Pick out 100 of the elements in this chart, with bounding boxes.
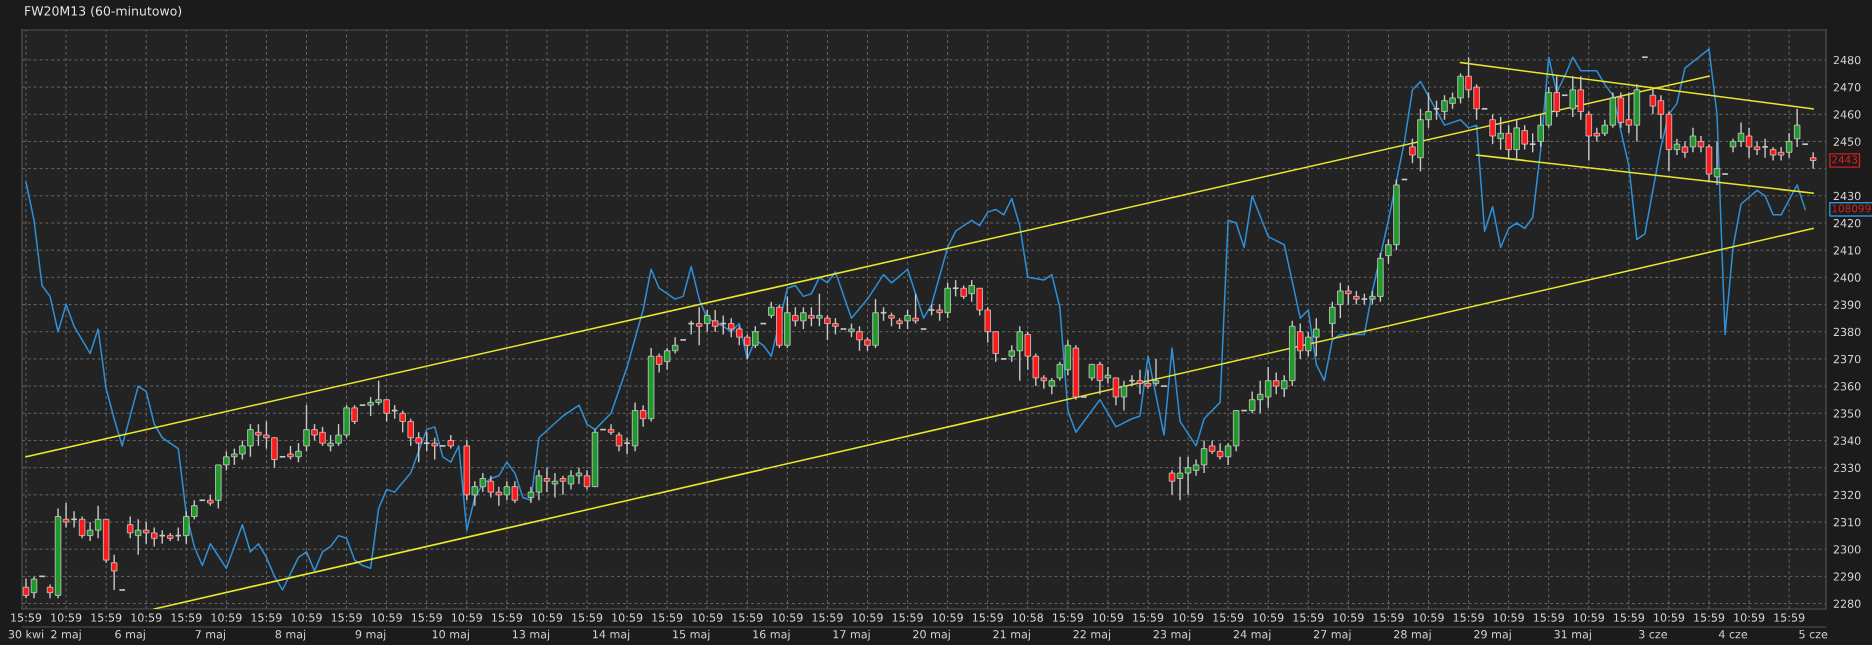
x-tick-label: 10:59	[291, 613, 322, 622]
x-tick-label: 23 maj	[1153, 629, 1191, 641]
candlestick	[1168, 469, 1176, 496]
x-tick-label: 10 maj	[432, 629, 469, 641]
x-tick-label: 4 cze	[1718, 630, 1748, 639]
x-tick-label: 10:59	[131, 613, 162, 622]
x-tick-label: 10:58	[1012, 613, 1044, 622]
x-tick-label: 15:59	[1774, 613, 1805, 622]
x-tick-label: 27 maj	[1313, 629, 1351, 641]
y-tick-label: 2410	[1833, 246, 1861, 255]
x-tick-label: 22 maj	[1073, 629, 1111, 641]
y-tick-label: 2320	[1833, 490, 1861, 500]
y-tick-label: 2480	[1833, 55, 1861, 65]
y-tick-label: 2370	[1833, 354, 1861, 364]
x-tick-label: 15:59	[732, 613, 763, 622]
x-tick-label: 15:59	[972, 613, 1003, 622]
x-tick-label: 15:59	[171, 613, 202, 622]
x-tick-label: 15:59	[492, 613, 523, 622]
x-tick-label: 10:59	[1253, 613, 1284, 622]
x-tick-label: 10:59	[1333, 613, 1364, 622]
candlestick	[1136, 369, 1144, 395]
x-tick-label: 28 maj	[1394, 629, 1431, 641]
candlestick	[1793, 108, 1801, 148]
x-tick-label: 6 maj	[115, 629, 145, 641]
x-tick-label: 10:59	[452, 613, 483, 622]
x-tick-label: 15:59	[1614, 613, 1645, 622]
x-tick-label: 10:59	[1413, 613, 1444, 622]
x-tick-label: 15:59	[1133, 613, 1164, 622]
x-tick-label: 29 maj	[1474, 629, 1511, 641]
candlestick	[575, 466, 583, 485]
y-tick-label: 2470	[1833, 83, 1861, 92]
x-tick-label: 15:59	[892, 613, 923, 622]
x-tick-label: 10:59	[1573, 613, 1605, 622]
x-tick-label: 15:59	[1694, 613, 1725, 622]
y-tick-label: 2450	[1833, 137, 1861, 146]
y-tick-label: 2360	[1833, 382, 1861, 391]
text: 2443	[1832, 155, 1858, 164]
y-tick-label: 2340	[1833, 436, 1861, 445]
x-tick-label: 15:59	[1373, 613, 1404, 622]
candlestick	[1809, 151, 1817, 170]
candlestick	[1432, 99, 1441, 121]
x-tick-label: 10:59	[852, 613, 883, 622]
x-tick-label: 14 maj	[593, 629, 630, 641]
x-tick-label: 31 maj	[1554, 629, 1591, 641]
y-tick-label: 2400	[1833, 273, 1861, 282]
chart-title: FW20M13 (60-minutowo)	[25, 5, 182, 18]
y-tick-label: 2390	[1833, 300, 1861, 309]
x-tick-label: 10:59	[1093, 613, 1124, 622]
x-tick-label: 15:59	[1533, 613, 1564, 622]
x-tick-label: 10:59	[772, 613, 803, 622]
x-tick-label: 15:59	[812, 613, 843, 622]
candlestick	[30, 575, 38, 599]
candlestick	[607, 423, 615, 436]
x-tick-label: 15:59	[251, 613, 282, 622]
x-tick-label: 10:59	[612, 613, 643, 622]
y-tick-label: 2290	[1833, 572, 1861, 581]
x-tick-label: 24 maj	[1233, 629, 1271, 641]
candlestick	[22, 578, 30, 599]
x-tick-label: 10:59	[211, 613, 242, 622]
category-label: 15:59 30 kwi	[8, 613, 44, 639]
x-tick-label: 10:59	[532, 613, 563, 622]
x-tick-label: 15:59	[411, 613, 442, 622]
candlestick	[583, 469, 591, 491]
candlestick	[567, 469, 575, 491]
candlestick	[110, 553, 118, 591]
x-tick-label: 16 maj	[753, 629, 790, 641]
candlestick	[1329, 301, 1336, 338]
y-tick-label: 2350	[1833, 409, 1861, 418]
x-tick-label: 15:59	[572, 613, 603, 622]
line-series	[25, 48, 1806, 591]
x-tick-label: 20 maj	[913, 629, 950, 641]
x-tick-label: 13 maj	[512, 629, 550, 641]
x-tick-label: 10:59	[932, 613, 963, 622]
y-tick-label: 2430	[1833, 191, 1861, 201]
x-tick-label: 15:59	[652, 613, 683, 622]
x-tick-label: 15:59	[91, 613, 122, 622]
x-tick-label: 15:59	[1453, 613, 1484, 622]
candlestick	[1713, 140, 1721, 186]
x-tick-label: 15:59	[1213, 613, 1244, 622]
y-tick-label: 2300	[1833, 545, 1861, 554]
candlestick	[1529, 132, 1537, 154]
x-tick-label: 17 maj	[833, 629, 870, 641]
x-tick-label: 10:59	[1654, 613, 1685, 622]
y-tick-label: 2380	[1833, 327, 1861, 337]
y-tick-label: 2330	[1833, 463, 1861, 473]
x-tick-label: 8 maj	[275, 629, 306, 641]
text: 108099	[1832, 204, 1871, 213]
candlestick	[1152, 358, 1160, 387]
x-tick-label: 10:59	[1734, 613, 1765, 622]
x-tick-label: 15:59	[1293, 613, 1324, 622]
x-tick-label: 7 maj	[195, 629, 225, 641]
y-tick-label: 2310	[1833, 517, 1861, 527]
x-tick-label: 10:59	[692, 613, 723, 622]
x-tick-label: 10:59	[371, 613, 402, 622]
y-tick-label: 2460	[1833, 110, 1861, 119]
x-tick-label: 15:59	[1053, 613, 1084, 622]
x-tick-label: 3 cze	[1639, 630, 1667, 639]
y-tick-label: 2420	[1833, 218, 1861, 228]
candlestick	[1144, 369, 1152, 390]
x-tick-label: 15:59	[331, 613, 362, 622]
